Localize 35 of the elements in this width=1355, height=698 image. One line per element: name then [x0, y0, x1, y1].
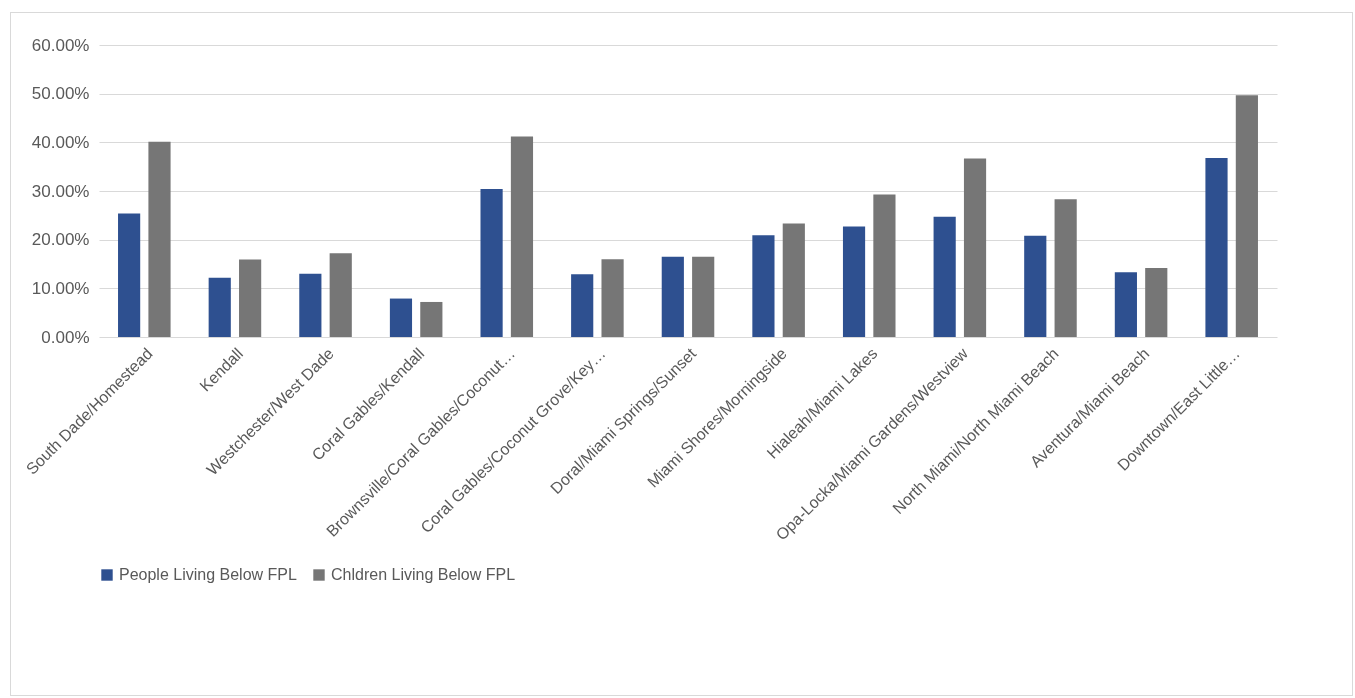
y-tick-label: 60.00%: [31, 35, 90, 55]
y-tick-label: 0.00%: [41, 327, 90, 347]
bar: [933, 216, 956, 337]
y-tick-label: 10.00%: [31, 278, 90, 298]
bar: [118, 213, 141, 337]
bar: [1145, 267, 1168, 337]
bar: [782, 223, 805, 337]
bar: [1205, 157, 1228, 337]
bar: [842, 226, 866, 337]
bar: [389, 298, 413, 337]
bar: [510, 136, 534, 337]
y-tick-label: 20.00%: [31, 230, 90, 250]
legend-label: People Living Below FPL: [119, 566, 297, 583]
bar: [239, 259, 262, 337]
bar: [1024, 235, 1047, 337]
bar: [148, 141, 171, 337]
bar: [873, 194, 896, 337]
bar: [752, 235, 775, 337]
y-tick-label: 30.00%: [31, 181, 90, 201]
bar: [299, 273, 322, 337]
bar: [1054, 199, 1077, 337]
bar: [329, 253, 352, 337]
y-tick-label: 50.00%: [31, 84, 90, 104]
y-tick-label: 40.00%: [31, 132, 90, 152]
bar: [661, 256, 684, 337]
bar: [420, 301, 443, 337]
bar: [692, 256, 715, 337]
bar: [601, 259, 624, 337]
bar: [1235, 95, 1258, 337]
legend-label: Chldren Living Below FPL: [331, 566, 516, 583]
bar: [571, 274, 594, 337]
bar: [480, 189, 503, 337]
bar: [963, 158, 987, 337]
bar: [208, 277, 231, 337]
bar: [1114, 272, 1137, 337]
